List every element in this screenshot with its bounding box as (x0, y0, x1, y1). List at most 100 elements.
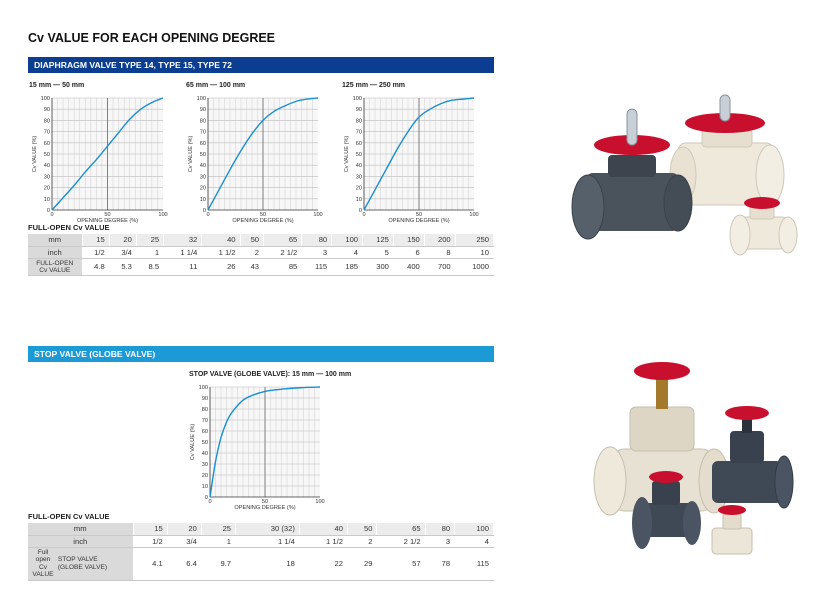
x-tick-label: 0 (50, 212, 53, 218)
chart-title-4: STOP VALVE (GLOBE VALVE): 15 mm — 100 mm (189, 371, 352, 378)
table-cell-values: 22 (299, 547, 348, 581)
table-cell-mm: 125 (362, 234, 394, 247)
stop-valves-photo (593, 362, 794, 555)
row-header-mm: mm (28, 523, 134, 536)
x-tick-label: 50 (260, 212, 266, 218)
x-tick-label: 0 (208, 499, 211, 505)
y-tick-label: 10 (356, 197, 362, 203)
row-header-cv: Full open Cv VALUE STOP VALVE (GLOBE VAL… (28, 547, 134, 581)
y-tick-label: 0 (205, 495, 208, 501)
row-header-mm: mm (28, 234, 83, 247)
y-tick-label: 90 (202, 396, 208, 402)
y-tick-label: 40 (200, 163, 206, 169)
y-tick-label: 100 (41, 96, 50, 102)
y-tick-label: 70 (200, 130, 206, 136)
y-tick-label: 30 (44, 174, 50, 180)
table-cell-mm: 20 (167, 523, 202, 536)
y-tick-label: 90 (200, 107, 206, 113)
y-tick-label: 20 (200, 186, 206, 192)
series-line (51, 97, 164, 211)
table-label-diaphragm: FULL-OPEN Cv VALUE (28, 223, 110, 232)
x-tick-label: 50 (262, 499, 268, 505)
table-row-cv: FULL-OPEN Cv VALUE 4.8 5.3 8.5 11 26 43 85 115 1… (28, 258, 495, 276)
x-tick-label: 0 (206, 212, 209, 218)
table-cell-values: 26 (201, 258, 241, 276)
table-cell-mm: 250 (455, 234, 495, 247)
y-axis-label: Cv VALUE (%) (32, 136, 38, 173)
table-cell-values: 18 (235, 547, 300, 581)
table-cell-inch: 2 1/2 (376, 535, 426, 548)
table-cell-inch: 1 (201, 535, 237, 548)
table-cell-inch: 4 (454, 535, 494, 548)
table-label-stop-valve: FULL-OPEN Cv VALUE (28, 512, 110, 521)
x-tick-label: 100 (315, 499, 324, 505)
y-tick-label: 0 (47, 208, 50, 214)
table-cell-inch: 3 (301, 246, 333, 259)
y-tick-label: 70 (44, 130, 50, 136)
globe-valve-dark-right (712, 406, 794, 509)
x-tick-label: 50 (416, 212, 422, 218)
cv-table-stop-valve: mm 15 20 25 30 (32) 40 50 65 80 100 inch 1/2 3/4 1… (28, 523, 494, 581)
table-cell-mm: 65 (376, 523, 426, 536)
table-cell-values: 29 (347, 547, 378, 581)
table-cell-mm: 30 (32) (235, 523, 300, 536)
x-tick-label: 50 (104, 212, 110, 218)
table-cell-values: 43 (240, 258, 265, 276)
table-cell-values: 400 (393, 258, 425, 276)
x-tick-label: 0 (362, 212, 365, 218)
valve-white-small (729, 197, 798, 256)
table-cell-values: 57 (376, 547, 426, 581)
valve-dark-large (571, 108, 693, 240)
globe-valve-white-small (711, 505, 753, 555)
y-tick-label: 100 (197, 96, 206, 102)
y-tick-label: 10 (200, 197, 206, 203)
table-cell-mm: 50 (240, 234, 265, 247)
series-line (207, 97, 319, 211)
y-tick-label: 0 (359, 208, 362, 214)
table-cell-inch: 1 1/4 (235, 535, 300, 548)
y-tick-label: 70 (356, 130, 362, 136)
y-tick-label: 60 (200, 141, 206, 147)
table-cell-inch: 1 (136, 246, 165, 259)
table-cell-mm: 80 (425, 523, 456, 536)
cv-label-line-1: FULL-OPEN (36, 259, 74, 267)
cv-sub-line-2: (GLOBE VALVE) (57, 563, 108, 571)
cv-table-diaphragm: mm 15 20 25 32 40 50 65 80 100 125 150 200 250 inch … (28, 234, 495, 276)
table-cell-inch: 3/4 (109, 246, 137, 259)
table-cell-values: 11 (163, 258, 203, 276)
table-cell-values: 1000 (455, 258, 495, 276)
y-axis-label: Cv VALUE (%) (344, 136, 350, 173)
y-tick-label: 100 (199, 385, 208, 391)
y-tick-label: 60 (44, 141, 50, 147)
chart-title-2: 65 mm — 100 mm (186, 82, 246, 89)
table-cell-inch: 4 (331, 246, 364, 259)
table-cell-mm: 150 (393, 234, 425, 247)
table-cell-values: 85 (263, 258, 303, 276)
table-row-mm: mm 15 20 25 30 (32) 40 50 65 80 100 (28, 523, 494, 536)
table-cell-values: 700 (424, 258, 456, 276)
y-tick-label: 40 (44, 163, 50, 169)
table-cell-values: 185 (331, 258, 364, 276)
table-cell-inch: 1 1/2 (201, 246, 241, 259)
y-tick-label: 60 (356, 141, 362, 147)
table-cell-inch: 6 (393, 246, 425, 259)
table-cell-mm: 32 (163, 234, 203, 247)
table-cell-values: 4.1 (133, 547, 168, 581)
table-cell-mm: 80 (301, 234, 333, 247)
y-tick-label: 100 (353, 96, 362, 102)
table-cell-inch: 3 (425, 535, 456, 548)
y-tick-label: 30 (202, 462, 208, 468)
row-header-inch: inch (28, 535, 134, 548)
cv-label-line-2: Cv VALUE (39, 266, 71, 274)
y-tick-label: 50 (202, 440, 208, 446)
chart-title-3: 125 mm — 250 mm (342, 82, 406, 89)
x-axis-label: OPENING DEGREE (%) (234, 505, 295, 511)
y-tick-label: 40 (202, 451, 208, 457)
x-axis-label: OPENING DEGREE (%) (77, 218, 138, 224)
y-tick-label: 80 (202, 407, 208, 413)
table-cell-values: 115 (454, 547, 494, 581)
y-tick-label: 10 (202, 484, 208, 490)
y-tick-label: 10 (44, 197, 50, 203)
cv-label-line-4: VALUE (32, 571, 54, 578)
